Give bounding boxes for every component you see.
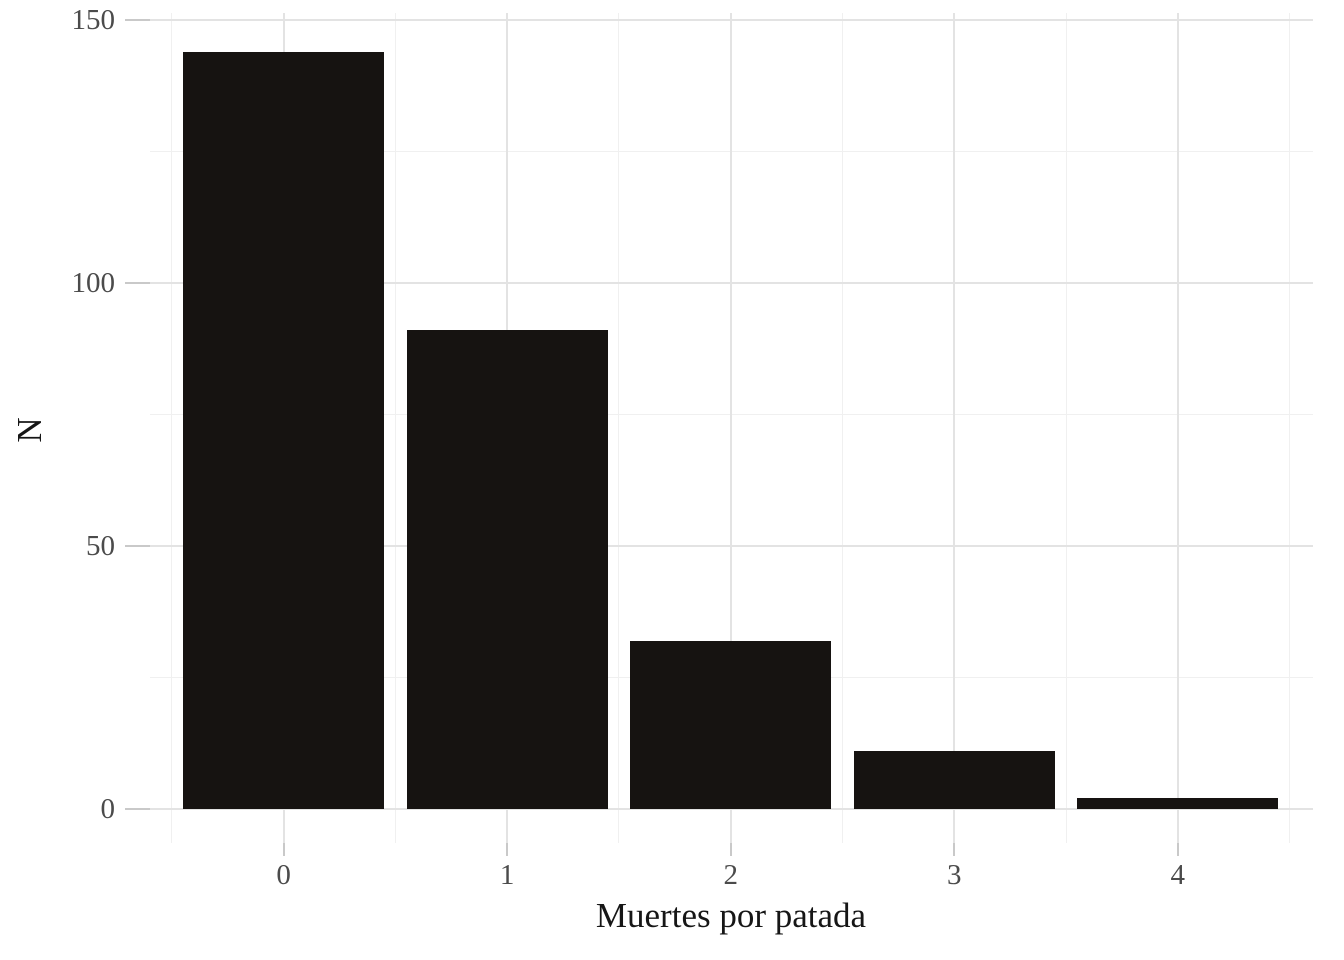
x-tick-mark bbox=[506, 843, 509, 856]
y-tick-label: 150 bbox=[71, 4, 116, 36]
gridline-v-minor bbox=[1065, 13, 1067, 843]
x-axis-title: Muertes por patada bbox=[595, 896, 867, 935]
gridline-v-minor bbox=[841, 13, 843, 843]
bar bbox=[1077, 798, 1279, 809]
bar bbox=[183, 51, 385, 809]
x-tick-label: 2 bbox=[723, 859, 738, 891]
gridline-v-major bbox=[953, 13, 956, 843]
gridline-v-major bbox=[729, 13, 732, 843]
gridline-v-minor bbox=[1289, 13, 1291, 843]
gridline-v-minor bbox=[171, 13, 173, 843]
x-tick-label: 1 bbox=[499, 859, 515, 891]
x-tick-mark bbox=[282, 843, 285, 856]
gridline-v-major bbox=[1176, 13, 1179, 843]
x-tick-label: 4 bbox=[1170, 859, 1186, 891]
y-tick-mark bbox=[125, 545, 150, 547]
x-tick-mark bbox=[953, 843, 956, 856]
plot-panel bbox=[150, 13, 1313, 843]
x-tick-label: 3 bbox=[947, 859, 962, 891]
gridline-v-minor bbox=[618, 13, 620, 843]
x-tick-label: 0 bbox=[276, 859, 291, 891]
bar bbox=[406, 330, 608, 809]
y-tick-mark bbox=[125, 808, 150, 810]
gridline-v-minor bbox=[394, 13, 396, 843]
y-tick-label: 50 bbox=[86, 530, 115, 562]
x-tick-mark bbox=[729, 843, 732, 856]
bar bbox=[630, 640, 832, 809]
y-tick-mark bbox=[125, 19, 150, 21]
bar bbox=[853, 751, 1055, 809]
y-tick-label: 100 bbox=[71, 267, 116, 299]
y-tick-mark bbox=[125, 282, 150, 284]
y-tick-label: 0 bbox=[100, 793, 116, 825]
y-axis-title: N bbox=[10, 417, 49, 443]
x-tick-mark bbox=[1176, 843, 1179, 856]
